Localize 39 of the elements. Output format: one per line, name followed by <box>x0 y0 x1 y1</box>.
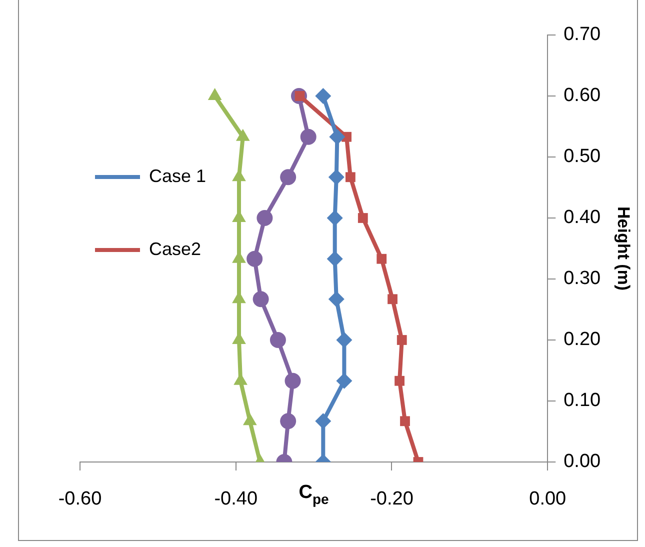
point <box>400 416 410 426</box>
y-tick-label: 0.20 <box>564 329 601 350</box>
y-tick-label: 0.40 <box>564 207 601 228</box>
point <box>345 172 356 182</box>
x-tick-label: -0.60 <box>58 488 102 510</box>
legend-label: Case 1 <box>149 166 206 186</box>
point <box>300 128 316 145</box>
y-axis-title: Height (m) <box>614 206 634 291</box>
point <box>256 210 273 226</box>
point <box>388 294 398 304</box>
y-tick-label: 0.70 <box>564 24 601 46</box>
point <box>336 372 352 389</box>
point <box>284 372 301 389</box>
point <box>246 250 263 267</box>
point <box>329 128 346 145</box>
point <box>328 291 344 308</box>
point <box>280 413 296 430</box>
point <box>336 332 352 348</box>
y-tick-label: 0.60 <box>564 85 601 106</box>
x-tick-label: -0.40 <box>214 488 258 510</box>
point <box>315 413 332 430</box>
x-tick-label: -0.20 <box>370 488 414 510</box>
point <box>326 210 343 226</box>
point <box>270 332 286 348</box>
point <box>328 169 344 186</box>
point <box>315 88 332 104</box>
point <box>280 169 296 186</box>
point <box>376 254 387 264</box>
point <box>396 335 407 345</box>
y-tick-label: 0.00 <box>564 451 601 472</box>
point <box>326 250 343 267</box>
y-tick-label: 0.50 <box>564 146 601 168</box>
x-tick-label: 0.00 <box>529 488 566 510</box>
point <box>394 376 404 386</box>
point <box>252 291 269 308</box>
y-tick-label: 0.30 <box>564 268 601 290</box>
y-tick-label: 0.10 <box>564 390 601 412</box>
point <box>358 213 368 223</box>
legend-label: Case2 <box>149 238 202 259</box>
